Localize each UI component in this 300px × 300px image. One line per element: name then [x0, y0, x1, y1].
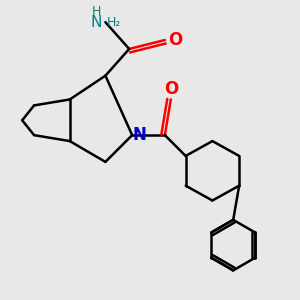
Text: O: O	[168, 31, 182, 49]
Text: O: O	[164, 80, 178, 98]
Text: H₂: H₂	[107, 16, 122, 29]
Text: N: N	[133, 126, 146, 144]
Text: H: H	[92, 5, 101, 18]
Text: N: N	[91, 15, 102, 30]
